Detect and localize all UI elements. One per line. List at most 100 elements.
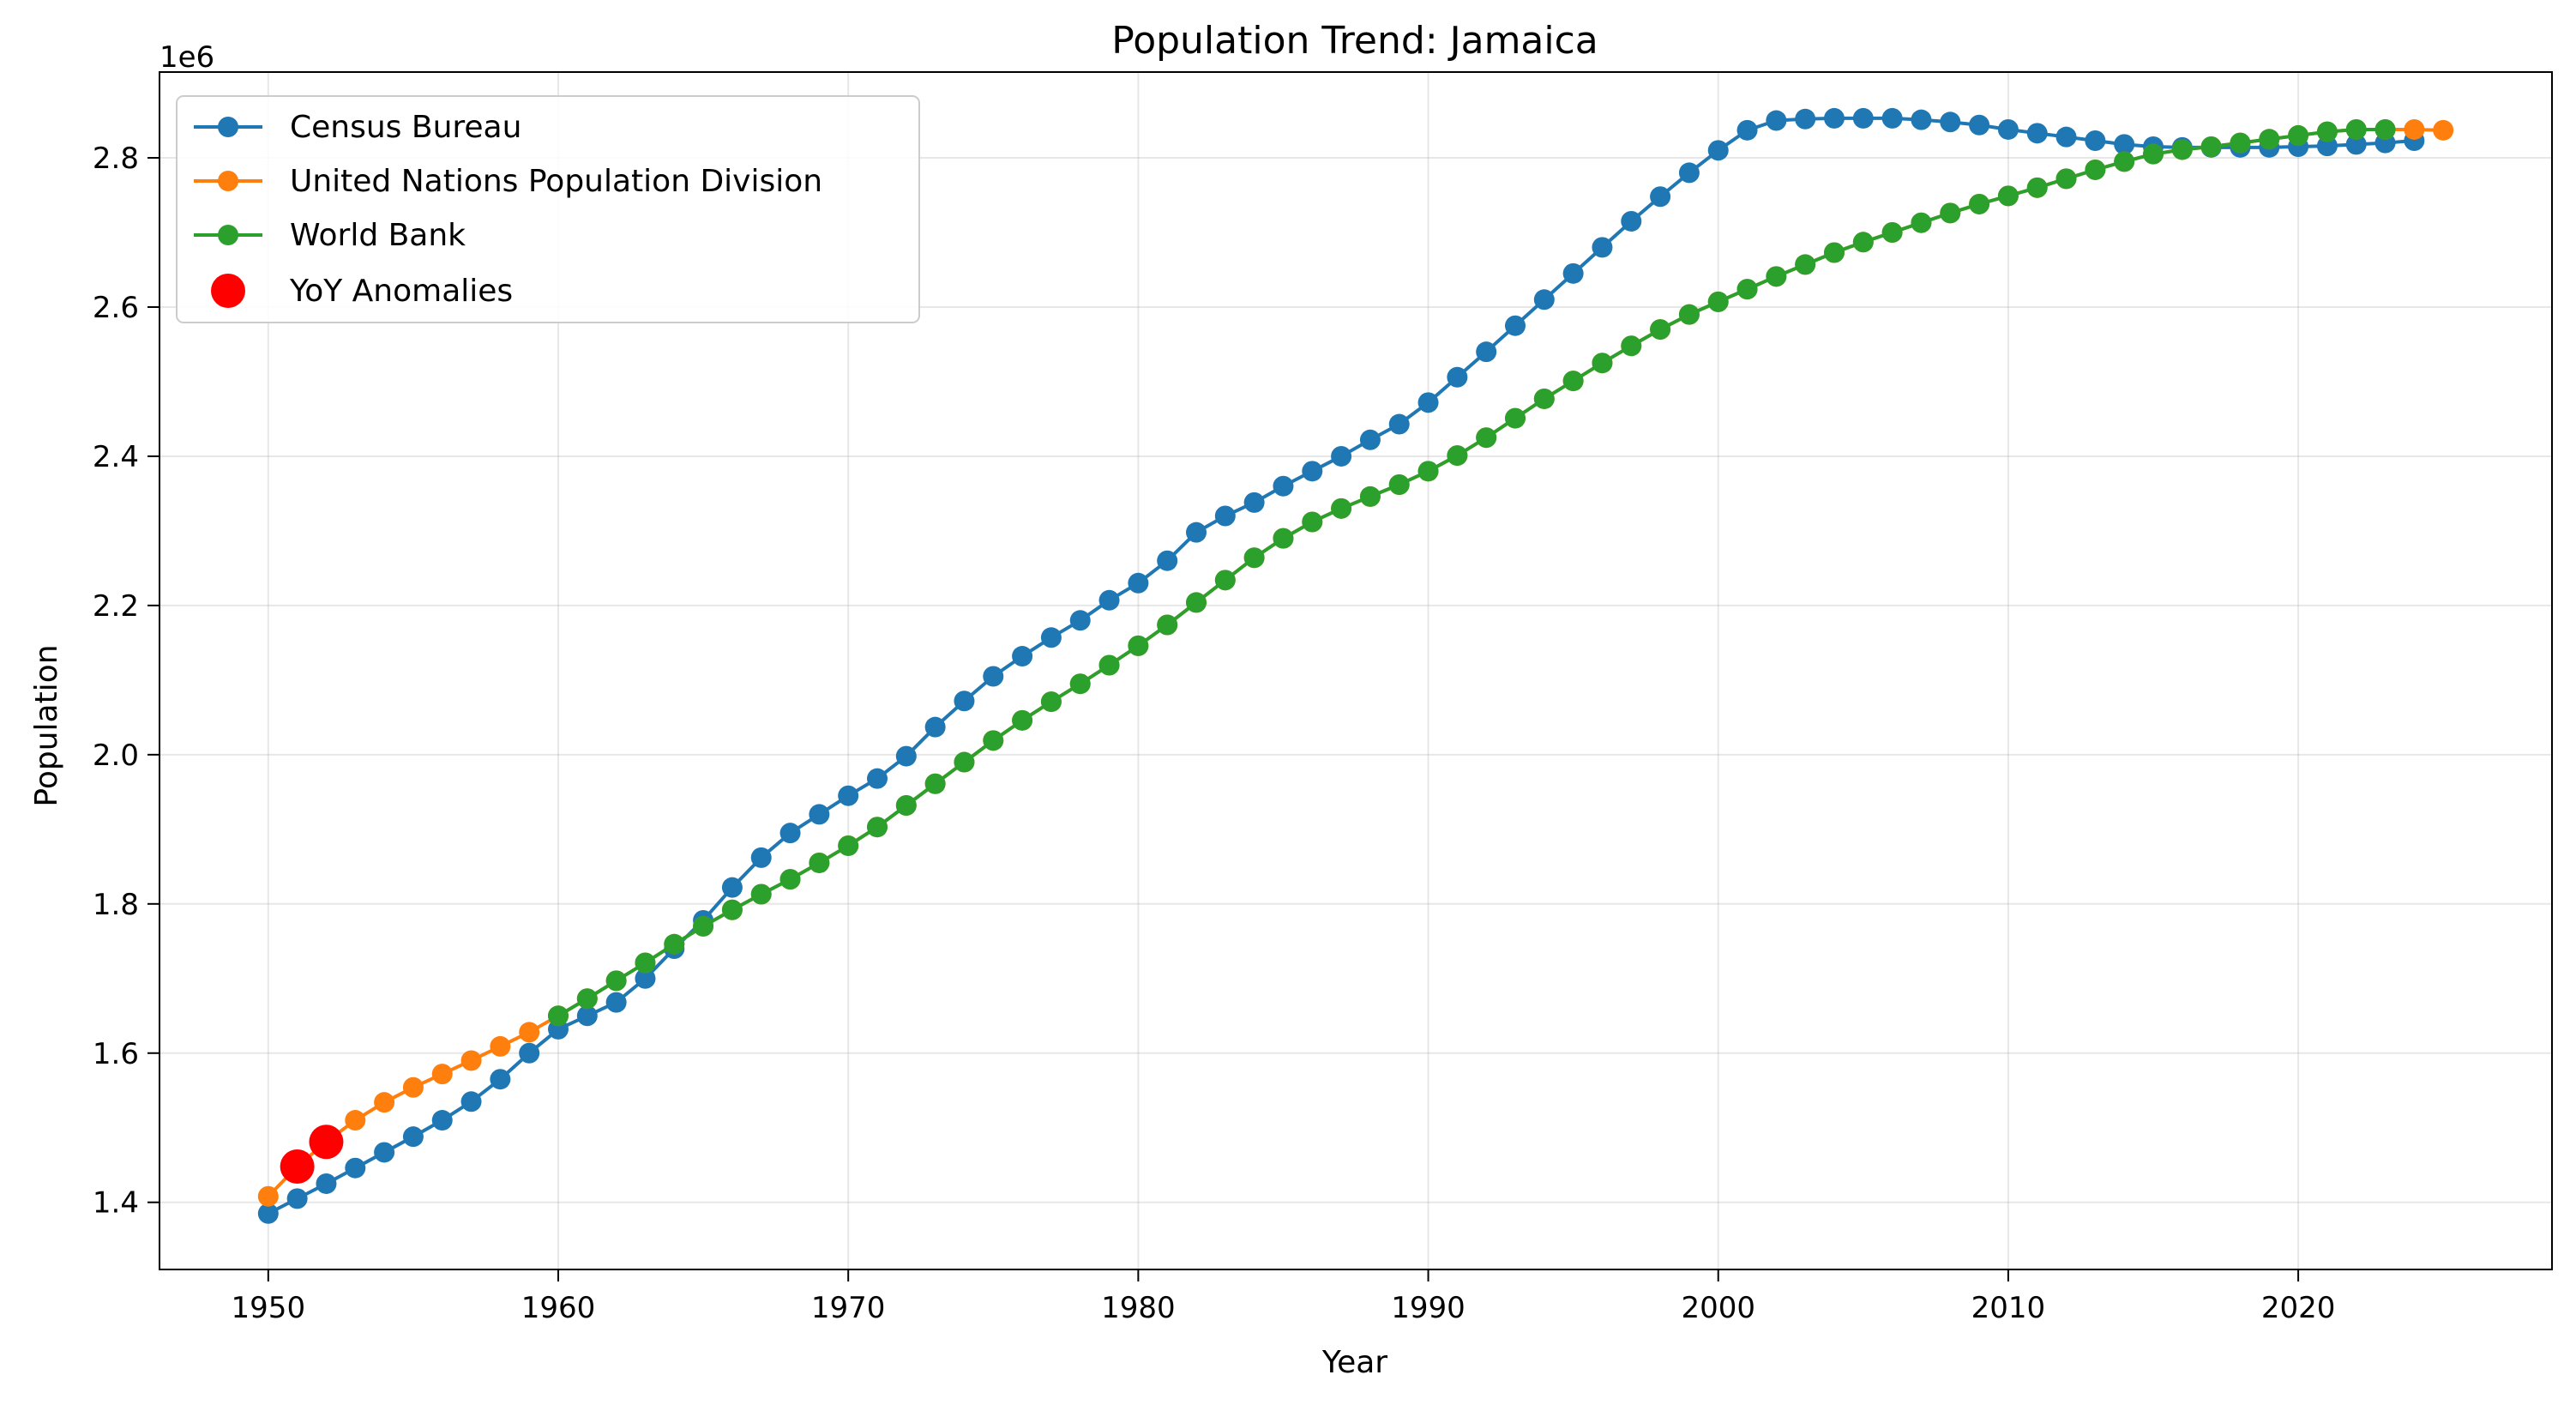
data-point-census-bureau xyxy=(1331,445,1352,467)
data-point-world-bank xyxy=(2114,151,2135,172)
y-tick-label: 2.6 xyxy=(93,291,139,325)
data-point-world-bank xyxy=(1533,388,1555,409)
data-point-census-bureau xyxy=(1388,413,1410,435)
data-point-world-bank xyxy=(635,952,656,974)
data-point-census-bureau xyxy=(1562,262,1584,284)
data-point-world-bank xyxy=(1040,691,1062,713)
data-point-world-bank xyxy=(867,817,888,838)
legend-label-census-bureau: Census Bureau xyxy=(290,110,521,145)
y-tick-label: 2.8 xyxy=(93,142,139,176)
data-point-census-bureau xyxy=(374,1142,395,1163)
y-tick-label: 2.4 xyxy=(93,440,139,474)
data-point-census-bureau xyxy=(1273,475,1294,497)
data-point-world-bank xyxy=(1824,242,1845,263)
axis-ticks: 1950 1960 1970 1980 1990 2000 2010 2020 1.4 1.6 1.… xyxy=(93,142,2335,1325)
plot-series xyxy=(257,107,2454,1224)
data-point-world-bank xyxy=(1243,547,1265,569)
data-point-world-bank xyxy=(2230,132,2251,154)
data-point-world-bank xyxy=(1766,266,1787,287)
data-point-united-nations-population-division xyxy=(257,1185,279,1207)
data-point-world-bank xyxy=(1331,497,1352,519)
data-point-united-nations-population-division xyxy=(460,1050,482,1071)
data-point-census-bureau xyxy=(2345,134,2367,155)
data-point-census-bureau xyxy=(1040,627,1062,648)
data-point-census-bureau xyxy=(895,745,917,767)
data-point-world-bank xyxy=(2143,143,2164,165)
data-point-world-bank xyxy=(2055,168,2077,190)
y-tick-label: 1.4 xyxy=(93,1186,139,1221)
data-point-census-bureau xyxy=(1707,140,1729,161)
data-point-census-bureau xyxy=(1881,107,1903,129)
x-tick-label: 2010 xyxy=(1971,1291,2046,1325)
data-point-world-bank xyxy=(1273,528,1294,549)
data-point-world-bank xyxy=(1997,185,2019,207)
data-point-world-bank xyxy=(924,773,946,794)
data-point-census-bureau xyxy=(1243,491,1265,513)
data-point-census-bureau xyxy=(809,804,830,825)
data-point-census-bureau xyxy=(286,1188,308,1209)
data-point-census-bureau xyxy=(576,1005,598,1027)
series-world-bank xyxy=(548,118,2396,1027)
data-point-world-bank xyxy=(2374,118,2396,140)
data-point-world-bank xyxy=(664,933,685,955)
data-point-census-bureau xyxy=(1852,107,1874,129)
data-point-census-bureau xyxy=(750,847,772,868)
data-point-world-bank xyxy=(1911,212,1932,233)
data-point-united-nations-population-division xyxy=(2433,119,2454,141)
data-point-world-bank xyxy=(1447,445,1468,467)
series-line-world-bank xyxy=(557,127,2386,1017)
data-point-united-nations-population-division xyxy=(2404,118,2425,140)
data-point-census-bureau xyxy=(1069,610,1091,631)
data-point-world-bank xyxy=(1678,304,1700,325)
data-point-united-nations-population-division xyxy=(519,1022,540,1043)
data-point-world-bank xyxy=(2259,129,2280,150)
data-point-world-bank xyxy=(2316,121,2338,142)
data-point-world-bank xyxy=(576,988,598,1010)
y-tick-label: 2.0 xyxy=(93,739,139,773)
series-yoy-anomalies xyxy=(280,1125,344,1184)
data-point-world-bank xyxy=(1214,570,1236,591)
data-point-census-bureau xyxy=(490,1069,511,1090)
data-point-world-bank xyxy=(779,869,801,890)
data-point-census-bureau xyxy=(1940,112,1961,133)
anomaly-point xyxy=(280,1149,315,1184)
data-point-united-nations-population-division xyxy=(374,1092,395,1113)
data-point-united-nations-population-division xyxy=(345,1110,366,1131)
data-point-world-bank xyxy=(1186,592,1207,613)
data-point-world-bank xyxy=(2026,177,2048,198)
data-point-world-bank xyxy=(1881,222,1903,244)
data-point-world-bank xyxy=(1359,485,1381,507)
data-point-census-bureau xyxy=(1997,118,2019,140)
data-point-world-bank xyxy=(1417,461,1439,482)
data-point-world-bank xyxy=(1852,232,1874,253)
data-point-united-nations-population-division xyxy=(431,1064,453,1085)
x-tick-label: 1970 xyxy=(811,1291,886,1325)
data-point-census-bureau xyxy=(1592,237,1613,258)
data-point-world-bank xyxy=(1795,254,1816,275)
anomaly-point xyxy=(309,1125,344,1160)
data-point-census-bureau xyxy=(2316,136,2338,157)
data-point-census-bureau xyxy=(316,1173,337,1194)
data-point-census-bureau xyxy=(2114,134,2135,155)
legend-label-un-population-division: United Nations Population Division xyxy=(290,164,822,199)
data-point-census-bureau xyxy=(983,666,1004,687)
data-point-world-bank xyxy=(1621,335,1642,357)
data-point-census-bureau xyxy=(431,1110,453,1131)
data-point-census-bureau xyxy=(1186,522,1207,543)
data-point-census-bureau xyxy=(1824,107,1845,129)
data-point-world-bank xyxy=(1069,673,1091,695)
data-point-census-bureau xyxy=(1621,210,1642,232)
data-point-census-bureau xyxy=(402,1126,424,1148)
x-tick-label: 1950 xyxy=(232,1291,306,1325)
data-point-census-bureau xyxy=(605,992,627,1013)
legend-marker-un-population-division xyxy=(218,171,238,191)
data-point-world-bank xyxy=(1388,473,1410,495)
data-point-census-bureau xyxy=(1505,315,1526,336)
data-point-world-bank xyxy=(2200,136,2222,157)
data-point-united-nations-population-division xyxy=(402,1076,424,1098)
data-point-census-bureau xyxy=(954,690,975,712)
data-point-census-bureau xyxy=(1012,646,1033,667)
data-point-world-bank xyxy=(1707,291,1729,312)
x-axis-label: Year xyxy=(1321,1345,1387,1380)
